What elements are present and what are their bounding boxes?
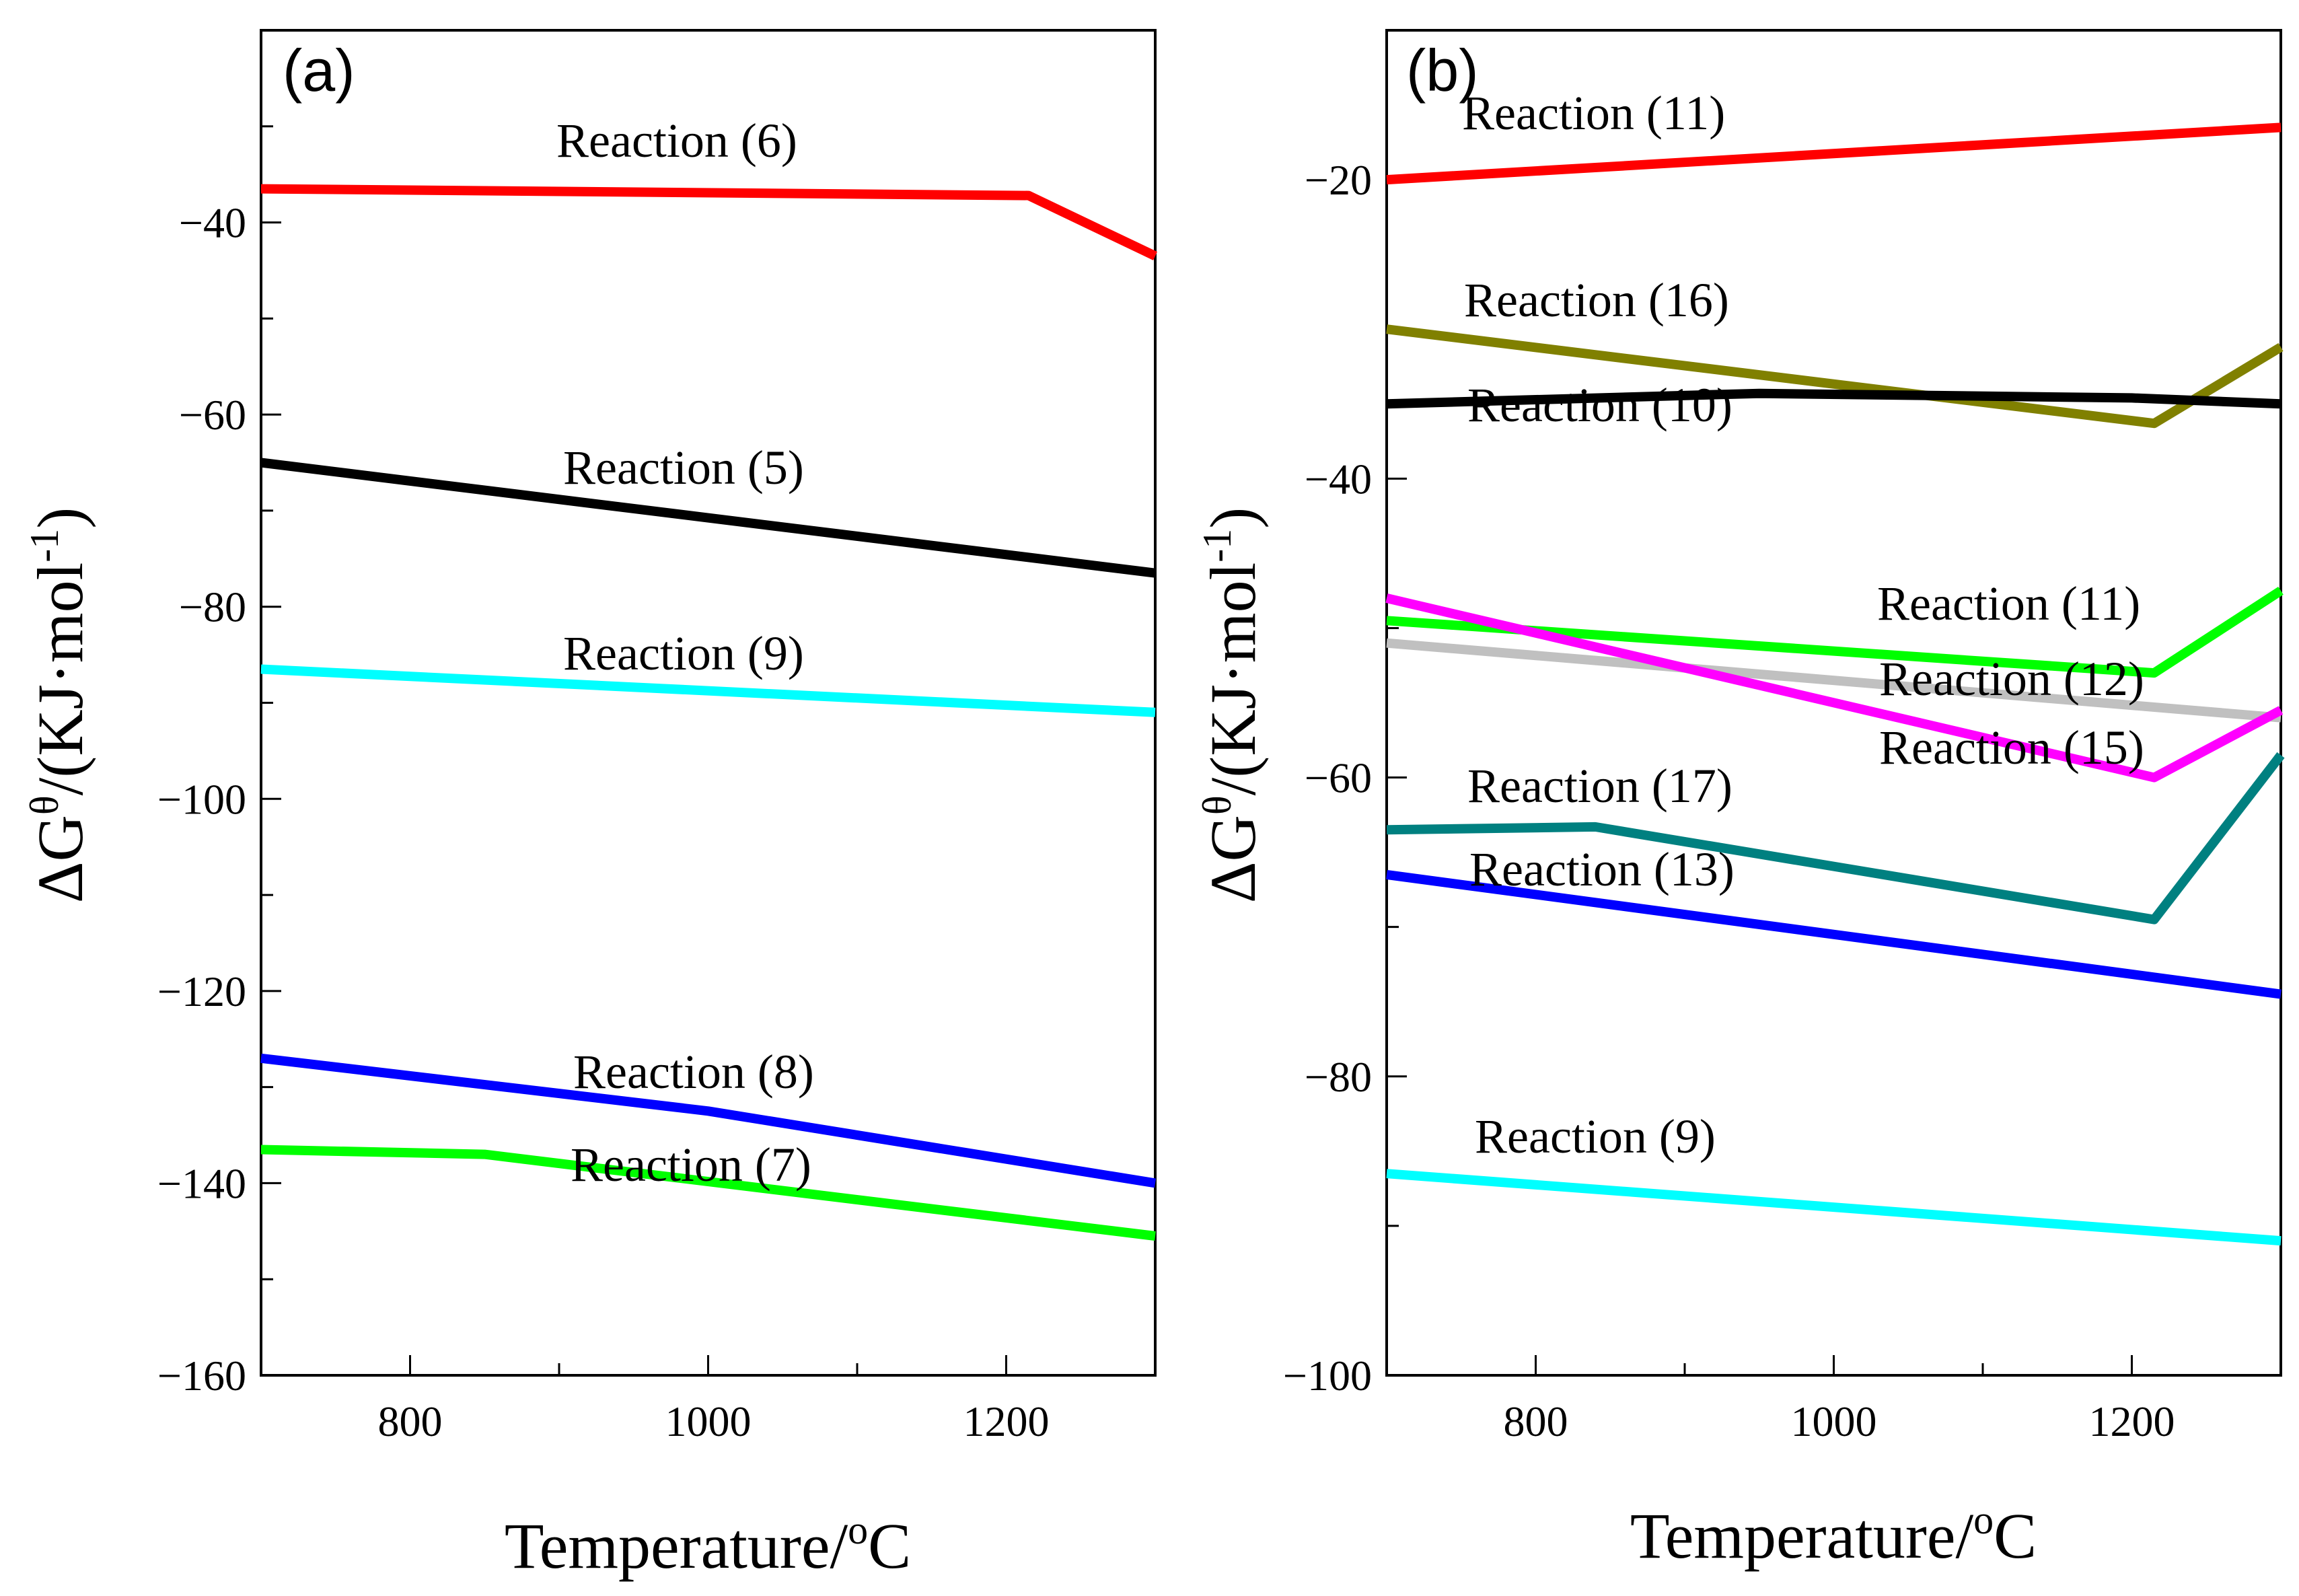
x-tick-label: 1200 xyxy=(2089,1398,2175,1445)
y-tick-label: −60 xyxy=(1305,754,1372,802)
series-label: Reaction (7) xyxy=(571,1138,811,1192)
y-tick-label: −100 xyxy=(1283,1352,1372,1400)
y-tick-label: −140 xyxy=(157,1159,246,1207)
panel-label: (a) xyxy=(283,37,355,104)
series-lines xyxy=(260,184,1158,1241)
series-label: Reaction (8) xyxy=(573,1045,814,1099)
series-label: Reaction (12) xyxy=(1879,652,2144,706)
series-label: Reaction (13) xyxy=(1469,842,1735,896)
y-tick-label: −120 xyxy=(157,968,246,1015)
series-label: Reaction (15) xyxy=(1879,721,2144,774)
x-axis-title: Temperature/oC xyxy=(1630,1498,2037,1572)
x-tick-label: 1000 xyxy=(1791,1398,1877,1445)
y-tick-label: −60 xyxy=(179,391,246,439)
series-label: Reaction (9) xyxy=(563,626,804,680)
axis-ticks: 800 1000 1200 −160 −140 −120 −100 −80 −60 −40 xyxy=(157,29,1157,1445)
series-label: Reaction (16) xyxy=(1464,273,1729,327)
y-tick-label: −100 xyxy=(157,775,246,823)
y-tick-label: −40 xyxy=(179,199,246,247)
series-line xyxy=(1386,752,2285,924)
x-tick-label: 1200 xyxy=(963,1398,1050,1445)
panel-label: (b) xyxy=(1406,37,1479,104)
axis-ticks: 800 1000 1200 −100 −80 −60 −40 −20 xyxy=(1283,29,2282,1445)
series-line xyxy=(1386,587,2284,678)
y-tick-label: −20 xyxy=(1305,156,1372,204)
series-line xyxy=(1386,869,2282,999)
series-label: Reaction (5) xyxy=(563,441,804,495)
series-line xyxy=(1386,324,2284,429)
y-axis-title: ΔGθ/(KJ·mol-1) xyxy=(22,507,96,903)
panel-a: 800 1000 1200 −160 −140 −120 −100 −80 −60 −40 Rea… xyxy=(22,29,1158,1582)
series-label: Reaction (11) xyxy=(1877,577,2140,630)
y-tick-label: −160 xyxy=(157,1352,246,1400)
series-label: Reaction (9) xyxy=(1475,1110,1716,1163)
x-tick-label: 800 xyxy=(378,1398,443,1445)
series-line xyxy=(260,458,1156,578)
series-line xyxy=(260,664,1156,717)
series-line xyxy=(1385,593,2284,783)
y-tick-label: −80 xyxy=(1305,1053,1372,1101)
x-tick-label: 800 xyxy=(1504,1398,1568,1445)
y-tick-label: −80 xyxy=(179,583,246,631)
series-line xyxy=(1386,638,2282,723)
series-labels: Reaction (11) Reaction (16) Reaction (10) R… xyxy=(1462,86,2144,1163)
series-line xyxy=(1386,122,2282,185)
series-lines xyxy=(1385,122,2285,1246)
y-tick-label: −40 xyxy=(1305,455,1372,503)
series-label: Reaction (6) xyxy=(556,114,797,168)
series-line xyxy=(1386,388,2282,409)
y-axis-title: ΔGθ/(KJ·mol-1) xyxy=(1195,507,1269,903)
x-tick-label: 1000 xyxy=(665,1398,752,1445)
series-label: Reaction (10) xyxy=(1467,378,1732,432)
series-label: Reaction (17) xyxy=(1467,759,1732,813)
series-line xyxy=(260,1053,1157,1188)
series-label: Reaction (11) xyxy=(1462,86,1725,140)
panel-b: 800 1000 1200 −100 −80 −60 −40 −20 Reaction (11… xyxy=(1195,29,2285,1572)
series-line xyxy=(260,184,1158,260)
series-line xyxy=(1386,1169,2282,1246)
series-line xyxy=(260,1145,1156,1241)
x-axis-title: Temperature/oC xyxy=(505,1508,911,1582)
series-labels: Reaction (6) Reaction (5) Reaction (9) Reac… xyxy=(556,114,814,1192)
